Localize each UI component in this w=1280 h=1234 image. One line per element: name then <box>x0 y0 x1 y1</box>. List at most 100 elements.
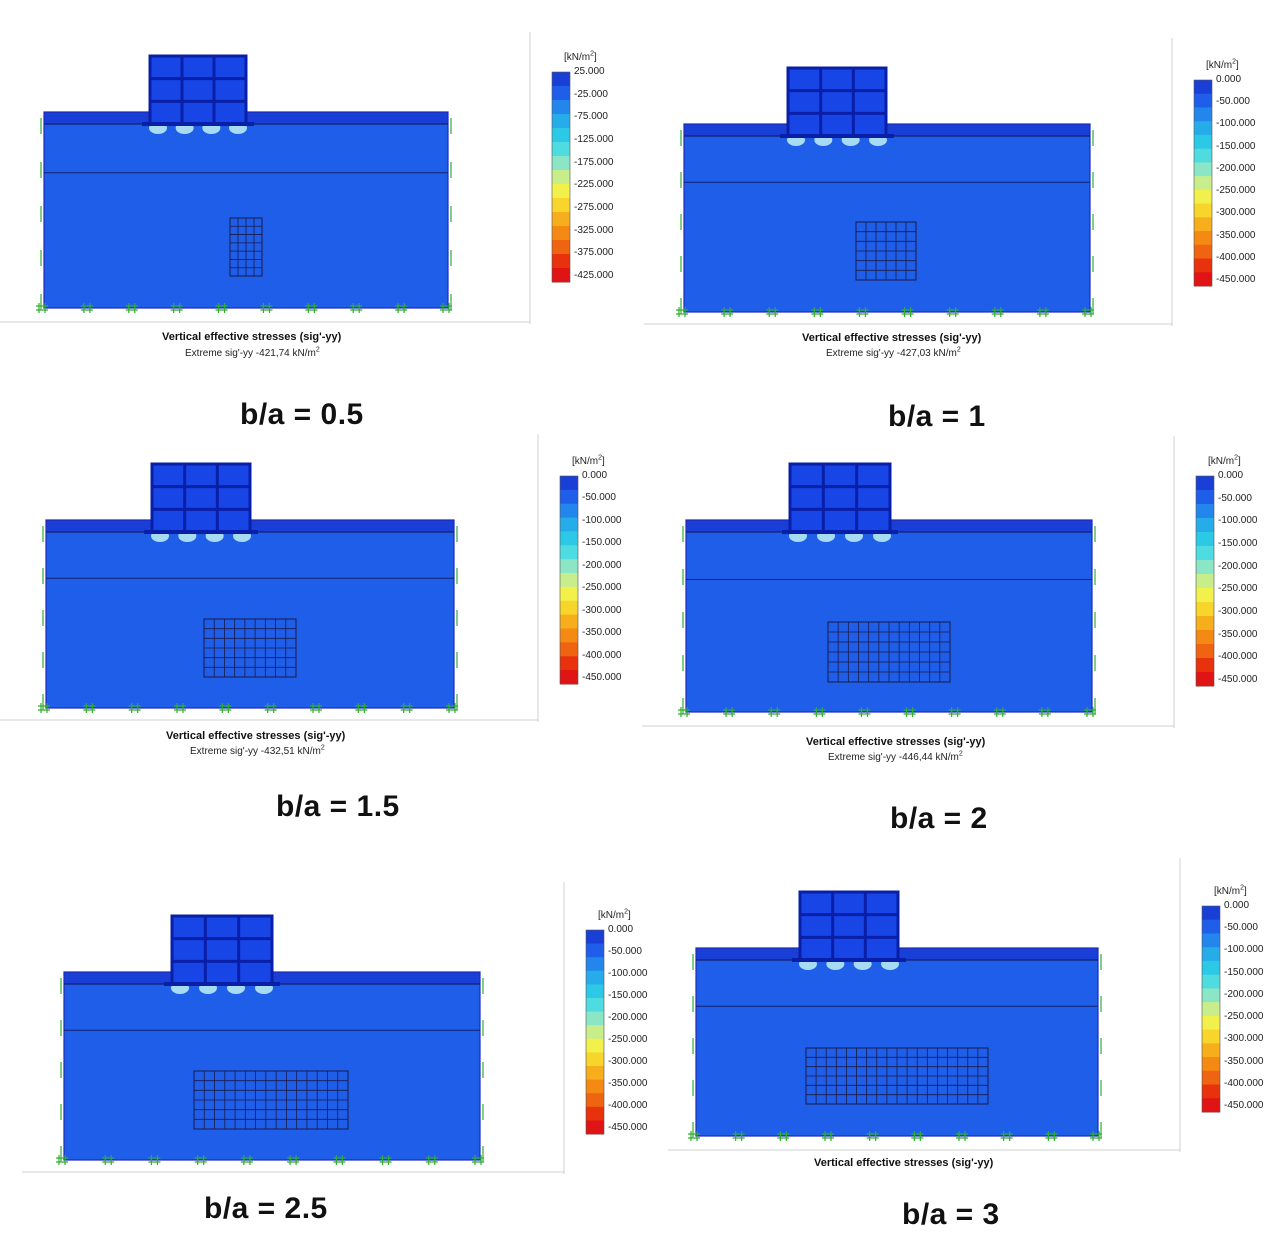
legend-tick-label: -50.000 <box>1224 922 1258 934</box>
contour-band <box>64 972 480 1160</box>
legend-tick-label: -50.000 <box>1216 96 1250 108</box>
ratio-label: b/a = 0.5 <box>240 398 364 431</box>
legend-tick-label: -25.000 <box>574 88 608 100</box>
grid-block <box>193 1070 349 1130</box>
legend-tick-label: -100.000 <box>1218 515 1258 527</box>
legend-tick-label: -50.000 <box>1218 492 1252 504</box>
legend-tick-label: 0.000 <box>1218 470 1244 481</box>
legend-tick-label: -150.000 <box>1218 538 1258 549</box>
legend-tick-label: -200.000 <box>608 1012 648 1023</box>
footing-structure <box>792 890 906 962</box>
legend-tick-label: -350.000 <box>582 627 622 639</box>
grid-block <box>855 221 917 281</box>
footing-structure <box>164 914 280 986</box>
legend-tick-label: 0.000 <box>1216 74 1242 85</box>
boundary-supports <box>38 526 458 713</box>
contour-band <box>696 948 1098 1136</box>
legend-tick-label: -50.000 <box>582 492 616 504</box>
legend-tick-label: -250.000 <box>608 1034 648 1045</box>
legend-tick-label: 0.000 <box>1224 900 1250 911</box>
legend-tick-label: -150.000 <box>608 990 648 1001</box>
boundary-supports <box>688 954 1102 1141</box>
legend-tick-label: -350.000 <box>608 1078 648 1089</box>
legend-colorbar <box>551 71 571 283</box>
legend-tick-label: -250.000 <box>1216 185 1256 197</box>
legend-tick-label: -100.000 <box>608 968 648 979</box>
legend-tick-label: -400.000 <box>1218 651 1258 663</box>
legend-tick-label: -450.000 <box>582 672 622 683</box>
legend-tick-label: -250.000 <box>1218 583 1258 595</box>
extreme-value: Extreme sig'-yy -446,44 kN/m2 <box>828 750 963 763</box>
soil-stress-contours <box>44 112 448 308</box>
legend-tick-label: -175.000 <box>574 156 614 168</box>
legend-colorbar <box>1193 79 1213 287</box>
legend-tick-label: -325.000 <box>574 224 614 236</box>
contour-band <box>44 112 448 308</box>
ratio-label: b/a = 1.5 <box>276 790 400 823</box>
legend-tick-label: -200.000 <box>1216 162 1256 174</box>
legend-tick-label: -400.000 <box>1224 1077 1264 1089</box>
legend-tick-label: -450.000 <box>1216 274 1256 285</box>
legend-tick-label: -250.000 <box>582 582 622 594</box>
legend-tick-label: -350.000 <box>1216 229 1256 241</box>
boundary-supports <box>56 978 484 1165</box>
ratio-label: b/a = 2.5 <box>204 1192 328 1225</box>
soil-stress-contours <box>696 948 1098 1136</box>
legend-tick-label: -375.000 <box>574 247 614 259</box>
grid-block <box>229 217 263 277</box>
soil-stress-contours <box>684 124 1090 312</box>
legend-tick-label: -300.000 <box>608 1056 648 1067</box>
legend-tick-label: -450.000 <box>608 1122 648 1133</box>
boundary-supports <box>36 118 452 313</box>
legend-tick-label: -400.000 <box>582 649 622 661</box>
legend-colorbar <box>1195 475 1215 687</box>
legend-tick-label: -250.000 <box>1224 1011 1264 1023</box>
legend-tick-label: -350.000 <box>1224 1055 1264 1067</box>
grid-block <box>805 1047 989 1105</box>
extreme-value: Extreme sig'-yy -421,74 kN/m2 <box>185 346 320 359</box>
legend-tick-label: -150.000 <box>582 537 622 549</box>
caption-title: Vertical effective stresses (sig'-yy) <box>162 331 342 343</box>
caption-title: Vertical effective stresses (sig'-yy) <box>806 736 986 748</box>
legend-tick-label: -100.000 <box>582 514 622 526</box>
legend-tick-label: -200.000 <box>1224 988 1264 1000</box>
legend-tick-label: -400.000 <box>608 1100 648 1111</box>
legend-tick-label: -300.000 <box>1218 606 1258 617</box>
legend-tick-label: -400.000 <box>1216 251 1256 263</box>
legend-tick-label: -300.000 <box>1224 1033 1264 1045</box>
legend-tick-label: -450.000 <box>1218 674 1258 685</box>
legend-tick-label: -150.000 <box>1224 966 1264 978</box>
legend-colorbar <box>1201 905 1221 1113</box>
legend-tick-label: -100.000 <box>1224 944 1264 956</box>
legend-tick-label: -300.000 <box>582 604 622 616</box>
footing-structure <box>142 54 254 126</box>
legend-tick-label: -450.000 <box>1224 1100 1264 1111</box>
legend-tick-label: -150.000 <box>1216 140 1256 152</box>
legend-unit: [kN/m2] <box>1206 58 1239 71</box>
ratio-label: b/a = 3 <box>902 1198 1000 1231</box>
legend-unit: [kN/m2] <box>572 454 605 467</box>
legend-tick-label: -425.000 <box>574 270 614 281</box>
footing-structure <box>780 66 894 138</box>
extreme-value: Extreme sig'-yy -427,03 kN/m2 <box>826 346 961 359</box>
footing-structure <box>782 462 898 534</box>
legend-tick-label: -350.000 <box>1218 628 1258 640</box>
legend-unit: [kN/m2] <box>564 50 597 63</box>
caption-title: Vertical effective stresses (sig'-yy) <box>166 730 346 742</box>
legend-tick-label: 25.000 <box>574 66 605 77</box>
grid-block <box>827 621 951 683</box>
legend-tick-label: -300.000 <box>1216 207 1256 219</box>
legend-tick-label: -125.000 <box>574 134 614 145</box>
legend-tick-label: -200.000 <box>1218 560 1258 572</box>
legend-colorbar <box>585 929 605 1135</box>
boundary-supports <box>676 130 1094 317</box>
boundary-supports <box>678 526 1096 717</box>
legend-colorbar <box>559 475 579 685</box>
legend-unit: [kN/m2] <box>1208 454 1241 467</box>
contour-band <box>684 124 1090 312</box>
legend-tick-label: -200.000 <box>582 559 622 571</box>
